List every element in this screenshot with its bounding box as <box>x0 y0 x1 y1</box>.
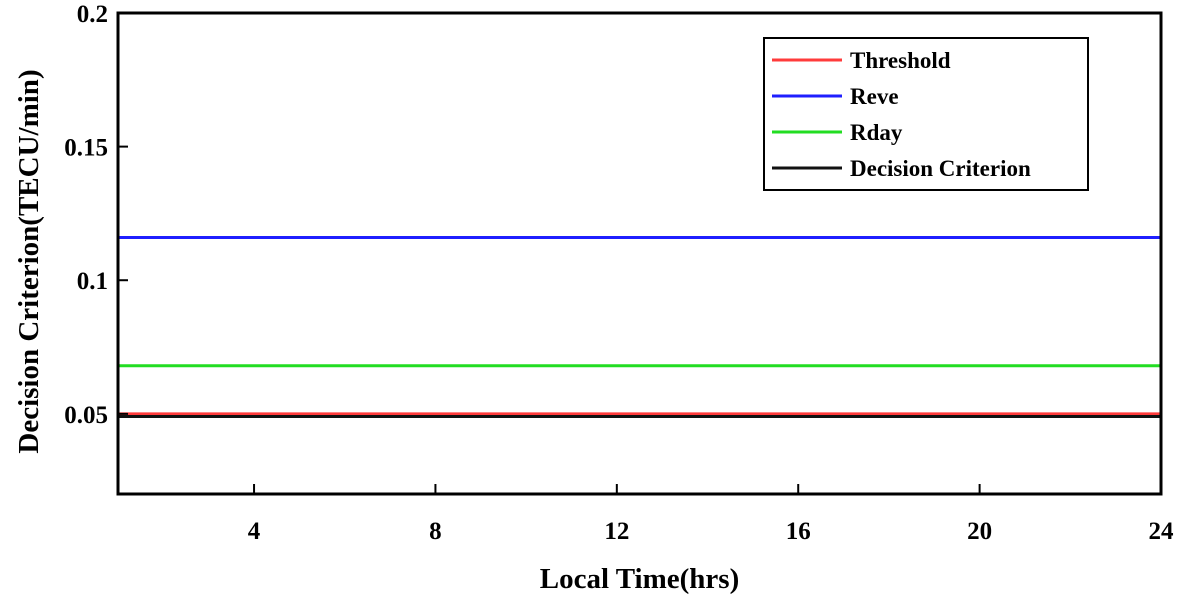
x-tick-label: 16 <box>786 518 811 545</box>
y-axis: 0.05 0.1 0.15 0.2 <box>64 1 128 429</box>
legend-box <box>763 37 1089 191</box>
x-tick-label: 20 <box>967 518 992 545</box>
y-tick-label: 0.15 <box>64 135 108 162</box>
legend-label-reve: Reve <box>850 84 899 109</box>
legend-label-rday: Rday <box>850 120 903 145</box>
x-tick-label: 12 <box>604 518 629 545</box>
y-tick-label: 0.2 <box>77 1 108 28</box>
x-tick-label: 24 <box>1149 518 1175 545</box>
y-tick-label: 0.1 <box>77 268 108 295</box>
legend-label-decision-criterion: Decision Criterion <box>850 156 1031 181</box>
x-tick-label: 8 <box>429 518 442 545</box>
series-layer <box>118 235 1161 419</box>
y-axis-title: Decision Criterion(TECU/min) <box>13 69 45 453</box>
legend-label-threshold: Threshold <box>850 48 951 73</box>
y-tick-label: 0.05 <box>64 402 108 429</box>
legend: Threshold Reve Rday Decision Criterion <box>763 37 1089 191</box>
x-tick-label: 4 <box>248 518 261 545</box>
x-axis: 4 8 12 16 20 24 <box>248 484 1174 545</box>
plot-area-frame <box>116 11 1163 496</box>
x-axis-title: Local Time(hrs) <box>540 563 740 595</box>
